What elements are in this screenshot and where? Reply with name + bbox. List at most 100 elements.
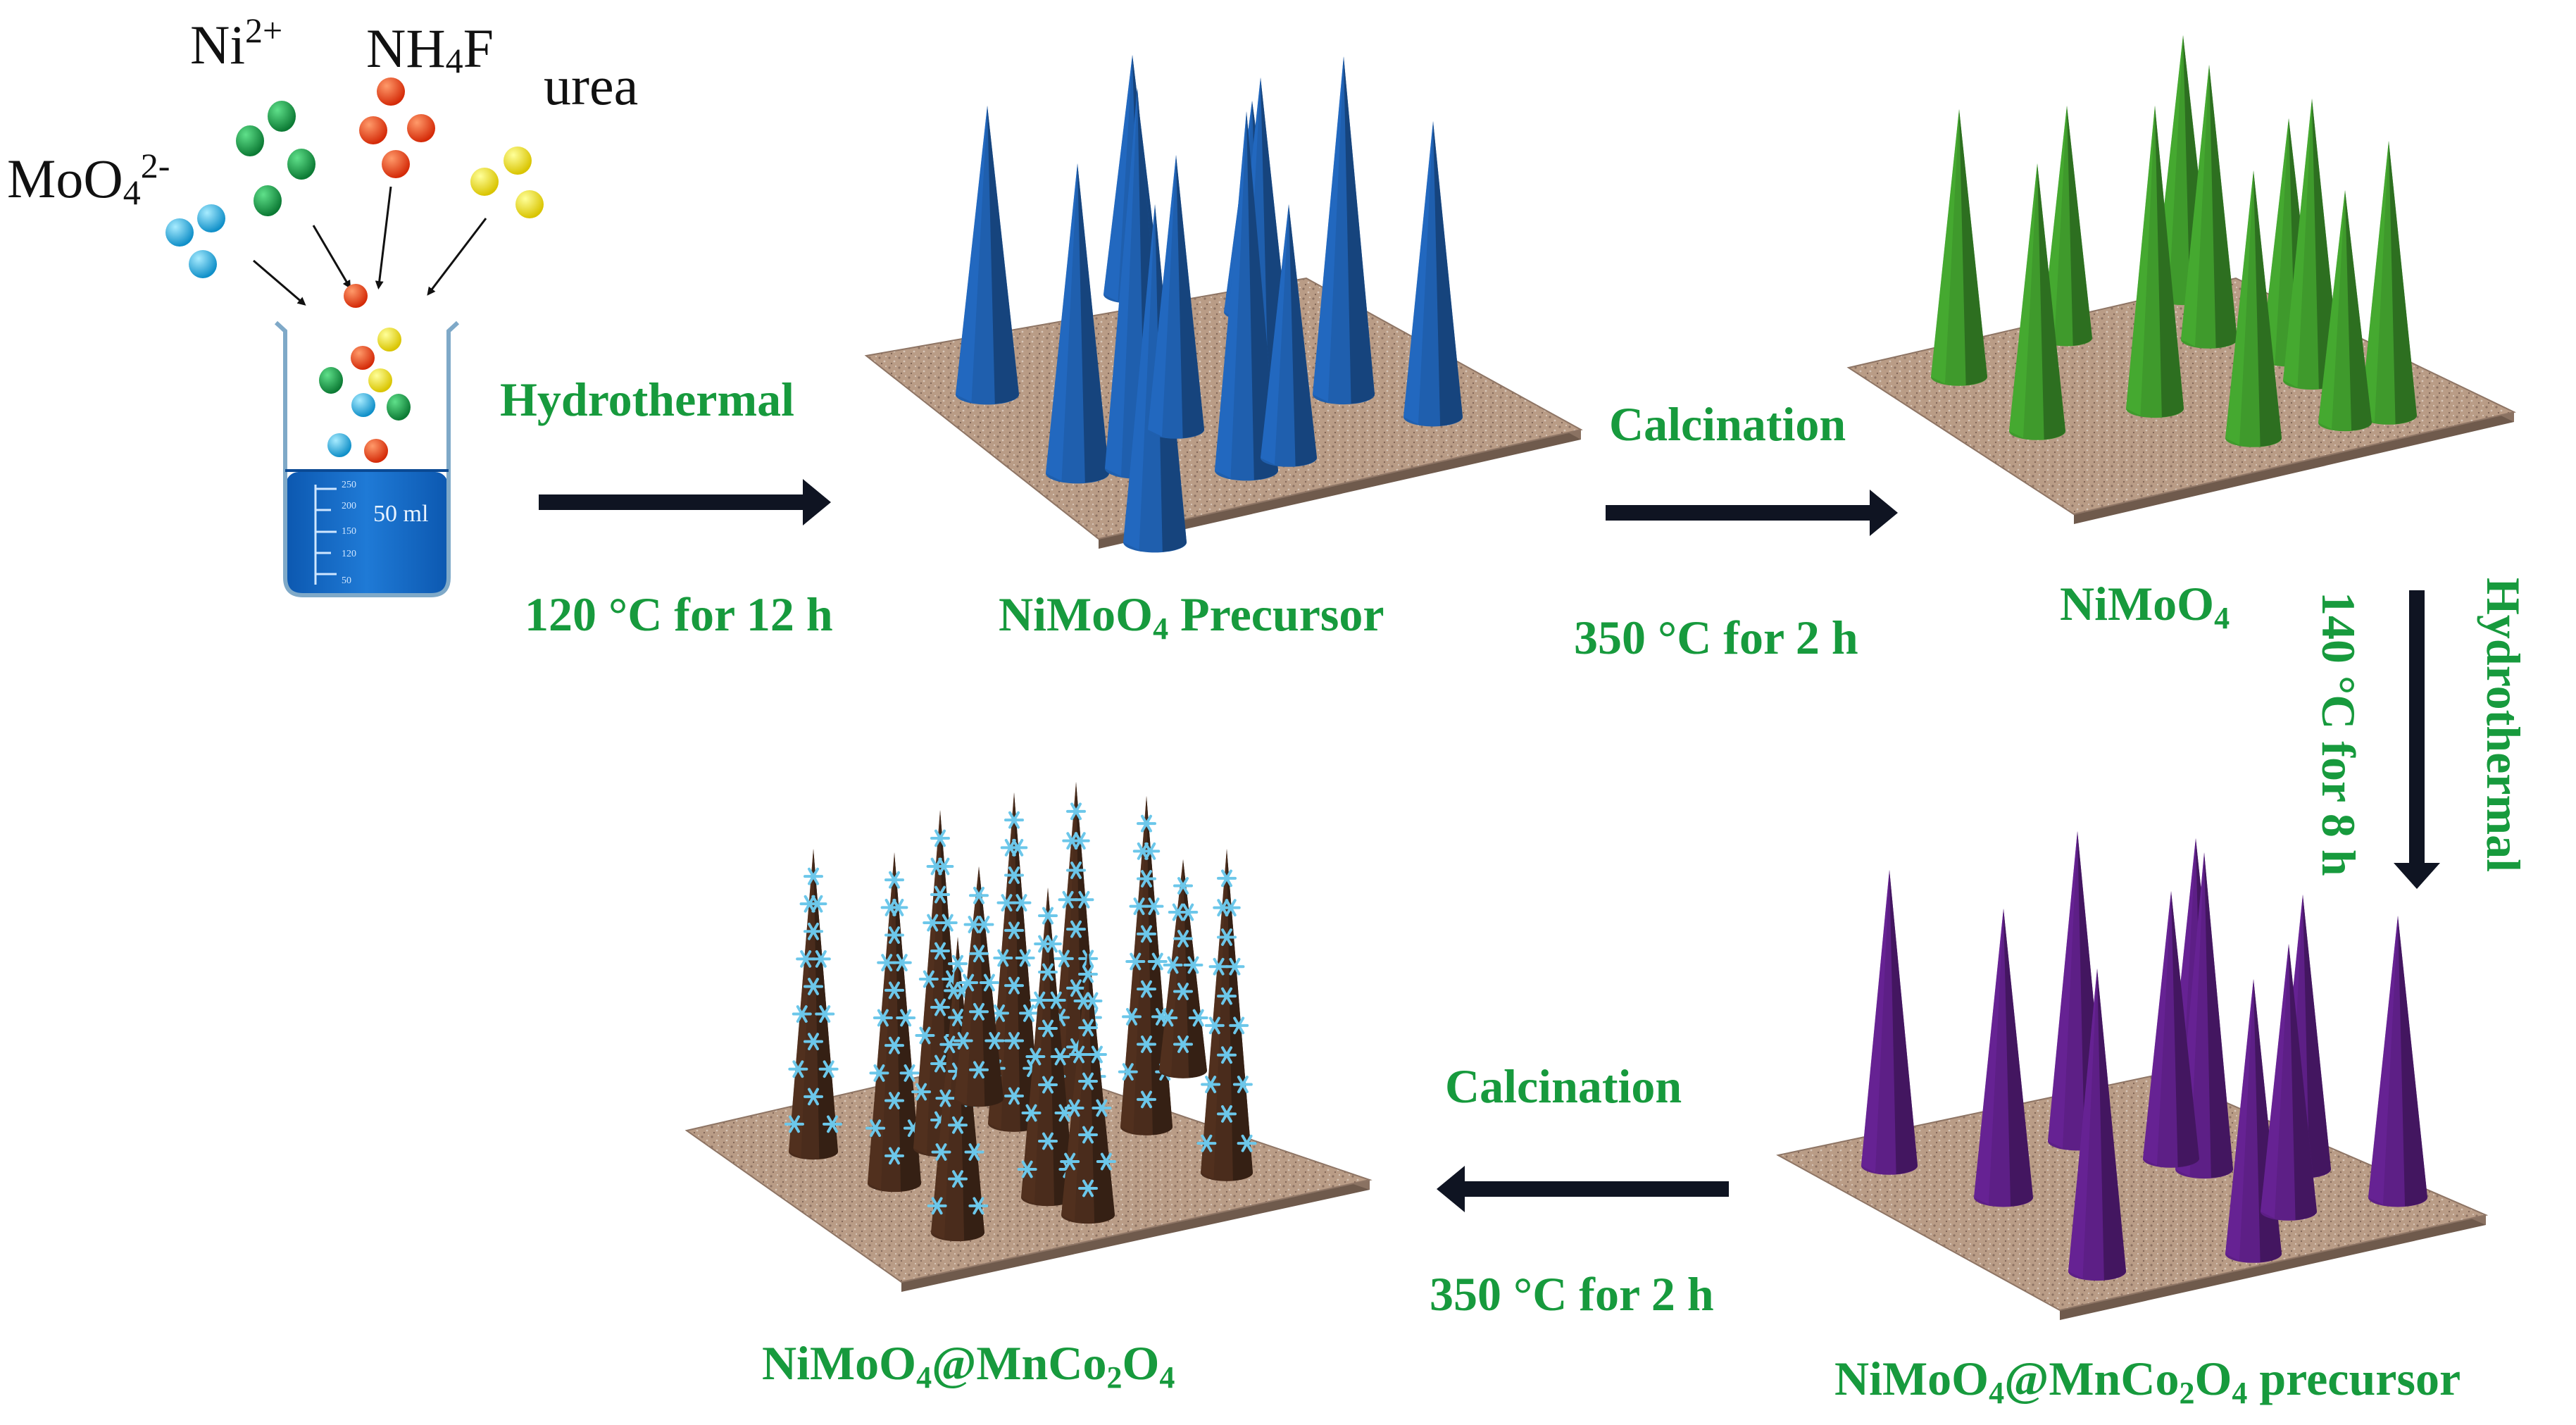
mnco2o4-flower	[927, 1197, 947, 1215]
mnco2o4-flower	[1118, 1063, 1138, 1081]
nanocone	[1261, 204, 1317, 467]
mnco2o4-flower	[984, 1032, 1005, 1050]
nanocone	[1974, 909, 2033, 1207]
mnco2o4-flower	[1173, 983, 1193, 1000]
reagent-ni-label: Ni2+	[190, 11, 282, 75]
substrate-edge	[2060, 1215, 2486, 1320]
mnco2o4-flower	[1018, 1004, 1039, 1022]
mnco2o4-flower	[935, 1089, 956, 1107]
mnco2o4-flower	[1066, 802, 1086, 821]
mnco2o4-flower	[1008, 838, 1028, 857]
mnco2o4-flower	[1030, 991, 1050, 1009]
mnco2o4-flower	[931, 1143, 951, 1161]
mnco2o4-flower	[804, 978, 823, 995]
mnco2o4-flower	[1070, 832, 1090, 850]
mnco2o4-flower	[1158, 1009, 1178, 1027]
mnco2o4-flower	[1038, 1019, 1058, 1038]
mnco2o4-flower	[1038, 907, 1058, 925]
step-conditions-350C: 350 °C for 2 h	[1574, 611, 1858, 664]
urea-molecules	[470, 147, 544, 218]
nanocone	[1158, 859, 1208, 1078]
reagent-urea-label: urea	[544, 55, 638, 116]
mnco2o4-flower	[979, 973, 999, 992]
arrow-step-2	[1606, 490, 1898, 536]
mnco2o4-flower	[1225, 957, 1245, 976]
mnco2o4-flower	[807, 895, 827, 913]
nanocone	[2225, 170, 2282, 447]
nanocone	[1017, 888, 1079, 1207]
mnco2o4-flower	[968, 1197, 989, 1215]
mnco2o4-flower	[1229, 1016, 1249, 1035]
mnco2o4-flower	[1004, 921, 1024, 940]
nanocone	[1148, 155, 1204, 439]
mnco2o4-flower	[948, 954, 968, 973]
mnco2o4-flower	[884, 1036, 904, 1054]
nanocone	[953, 866, 1005, 1107]
mnco2o4-flower	[1092, 1099, 1112, 1117]
core-shell-label: NiMoO4@MnCo2O4	[762, 1336, 1175, 1395]
mnco2o4-flower	[934, 857, 954, 876]
mnco2o4-flower	[1087, 1045, 1107, 1064]
beaker-tick-250: 250	[342, 480, 356, 490]
step-conditions-120C: 120 °C for 12 h	[525, 587, 833, 641]
nanocone	[956, 106, 1019, 405]
mnco2o4-flower	[1078, 1072, 1098, 1090]
nanocone	[2143, 891, 2199, 1168]
beaker-tick-120: 120	[342, 549, 356, 559]
beaker-volume-label: 50 ml	[373, 501, 428, 527]
nanocone	[1931, 109, 1987, 386]
mnco2o4-flower	[1204, 1016, 1225, 1035]
mnco2o4-flower	[1004, 1087, 1024, 1105]
step-calcination-2-label: Calcination	[1445, 1059, 1682, 1113]
mnco2o4-flower	[1078, 965, 1098, 983]
mnco2o4-flower	[1066, 920, 1086, 938]
mnco2o4-flower	[1237, 1134, 1257, 1152]
beaker-graduations	[314, 485, 337, 585]
mnco2o4-flower	[869, 1064, 889, 1082]
moo4-molecules	[165, 204, 225, 278]
mnco2o4-flower	[930, 998, 950, 1016]
mnco2o4-flower	[1004, 866, 1024, 884]
mnco2o4-flower	[1038, 1076, 1058, 1094]
reagent-nh4f-label: NH4F	[366, 18, 494, 80]
mnco2o4-flower	[1069, 1045, 1089, 1064]
mnco2o4-flower	[911, 1083, 932, 1101]
mnco2o4-flower	[1137, 870, 1156, 888]
mnco2o4-flower	[1096, 1152, 1116, 1171]
mnco2o4-flower	[948, 1116, 968, 1134]
nanocone	[1403, 121, 1463, 427]
mnco2o4-flower	[1060, 1152, 1080, 1171]
mnco2o4-flower	[1038, 963, 1058, 981]
nanocone	[1861, 870, 1918, 1175]
substrate-edge	[2074, 412, 2514, 524]
mnco2o4-flower	[1137, 925, 1156, 943]
mnco2o4-flower	[1217, 869, 1237, 888]
mnco2o4-flower	[958, 973, 979, 992]
core-shell-nanocones	[684, 782, 1373, 1292]
nanocone	[2009, 163, 2065, 440]
mnco2o4-flower	[989, 1004, 1010, 1022]
mnco2o4-flower	[1173, 1035, 1193, 1053]
substrate-edge	[1099, 430, 1581, 549]
mnco2o4-flower	[1011, 894, 1032, 912]
mnco2o4-flower	[1082, 992, 1103, 1010]
mnco2o4-flower	[953, 1032, 973, 1050]
mnco2o4-flower	[964, 1143, 984, 1161]
nanocone	[1118, 796, 1175, 1135]
mnco2o4-flower	[1196, 1134, 1217, 1152]
mnco2o4-flower	[865, 1119, 886, 1138]
mnco2o4-flower	[1064, 1099, 1084, 1117]
mnco2o4-flower	[996, 894, 1017, 912]
arrow-step-1	[539, 479, 831, 525]
mnco2o4-flower	[1038, 1132, 1058, 1150]
mnco2o4-flower	[1140, 842, 1161, 860]
mnco2o4-flower	[918, 970, 939, 988]
mnco2o4-flower	[969, 1061, 989, 1079]
mnco2o4-flower	[1173, 877, 1193, 895]
nanocone	[2068, 969, 2126, 1281]
mnco2o4-flower	[1021, 1104, 1042, 1122]
mnco2o4-flower	[993, 949, 1013, 967]
nanocone	[2126, 106, 2184, 418]
mnco2o4-flower	[948, 1170, 968, 1188]
substrate	[1776, 1073, 2489, 1312]
